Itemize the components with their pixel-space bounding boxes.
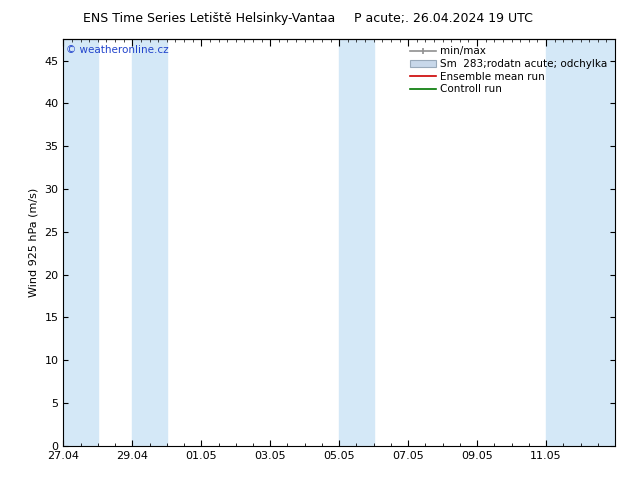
Bar xyxy=(546,39,615,446)
Bar xyxy=(133,39,167,446)
Y-axis label: Wind 925 hPa (m/s): Wind 925 hPa (m/s) xyxy=(29,188,39,297)
Text: ENS Time Series Letiště Helsinky-Vantaa: ENS Time Series Letiště Helsinky-Vantaa xyxy=(83,12,335,25)
Bar xyxy=(63,39,98,446)
Bar xyxy=(339,39,373,446)
Text: P acute;. 26.04.2024 19 UTC: P acute;. 26.04.2024 19 UTC xyxy=(354,12,533,25)
Legend: min/max, Sm  283;rodatn acute; odchylka, Ensemble mean run, Controll run: min/max, Sm 283;rodatn acute; odchylka, … xyxy=(408,45,610,97)
Text: © weatheronline.cz: © weatheronline.cz xyxy=(66,45,169,55)
